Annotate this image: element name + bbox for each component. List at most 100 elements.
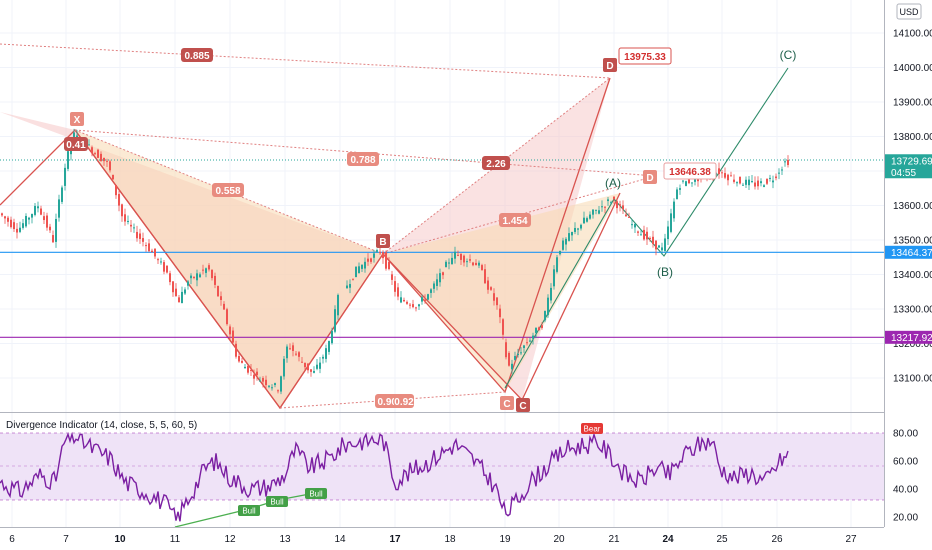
- candle-body: [346, 285, 348, 289]
- candle-body: [673, 201, 675, 219]
- svg-text:USD: USD: [899, 7, 919, 17]
- candle-body: [337, 294, 339, 316]
- time-tick-label: 12: [224, 534, 236, 545]
- ratio-label: 0.885: [181, 48, 213, 62]
- candle-body: [685, 181, 687, 186]
- candle-body: [211, 269, 213, 279]
- candle-body: [607, 199, 609, 202]
- time-tick-label: 13: [279, 534, 291, 545]
- candle-body: [274, 383, 276, 386]
- candle-body: [43, 216, 45, 221]
- svg-text:X: X: [74, 115, 81, 126]
- candle-body: [106, 160, 108, 162]
- candle-body: [784, 161, 786, 163]
- candle-body: [772, 180, 774, 183]
- candle-body: [19, 227, 21, 232]
- candle-body: [130, 224, 132, 227]
- candle-body: [505, 342, 507, 358]
- svg-text:B: B: [379, 237, 386, 248]
- time-tick-label: 10: [114, 534, 126, 545]
- candle-body: [775, 176, 777, 179]
- candle-body: [766, 178, 768, 184]
- candle-body: [778, 172, 780, 174]
- candle-body: [541, 325, 543, 328]
- candle-body: [4, 216, 6, 219]
- candle-body: [577, 228, 579, 230]
- candle-body: [235, 343, 237, 357]
- candle-body: [334, 309, 336, 332]
- currency-button[interactable]: USD: [896, 3, 922, 20]
- indicator-tick-label: 40.00: [893, 485, 918, 496]
- candle-body: [457, 254, 459, 256]
- candle-body: [679, 188, 681, 190]
- candle-body: [787, 159, 789, 166]
- point-label-d2: D: [643, 170, 657, 184]
- candle-body: [358, 266, 360, 273]
- svg-text:0.885: 0.885: [184, 51, 209, 62]
- point-label-b: B: [376, 234, 390, 248]
- candle-body: [493, 293, 495, 301]
- xb-dotted: [74, 129, 384, 255]
- candle-body: [727, 174, 729, 181]
- candle-body: [514, 356, 516, 360]
- candle-body: [391, 274, 393, 280]
- candle-body: [721, 172, 723, 174]
- candle-body: [421, 297, 423, 302]
- divergence-indicator: Bull Bull Bull Bear Divergence Indicator (1…: [0, 420, 884, 528]
- candle-body: [256, 371, 258, 376]
- price-tick-label: 13200.00: [893, 339, 932, 350]
- price-tick-label: 14000.00: [893, 63, 932, 74]
- candle-body: [409, 304, 411, 306]
- point-label-x: X: [70, 112, 84, 126]
- price-label-d2: 13646.38: [663, 162, 717, 180]
- indicator-tick-label: 80.00: [893, 429, 918, 440]
- svg-text:D: D: [606, 61, 613, 72]
- candle-body: [187, 281, 189, 286]
- time-tick-label: 26: [771, 534, 783, 545]
- candle-body: [439, 273, 441, 283]
- candle-body: [88, 144, 90, 146]
- candle-body: [523, 345, 525, 349]
- candle-body: [667, 226, 669, 240]
- candle-body: [751, 181, 753, 183]
- candle-body: [250, 369, 252, 371]
- candle-body: [154, 248, 156, 257]
- candle-body: [415, 307, 417, 309]
- candle-body: [478, 262, 480, 266]
- ratio-label: 0.41: [64, 137, 88, 151]
- indicator-line: [0, 431, 789, 522]
- candle-body: [244, 366, 246, 369]
- candle-body: [655, 240, 657, 250]
- price-tick-label: 14100.00: [893, 29, 932, 40]
- candle-body: [718, 168, 720, 175]
- candle-body: [382, 252, 384, 259]
- candle-body: [292, 345, 294, 351]
- pattern-xab-fill2: [75, 130, 383, 408]
- candle-body: [217, 286, 219, 297]
- candle-body: [433, 283, 435, 289]
- point-label-c2: C: [516, 398, 530, 412]
- candle-body: [586, 218, 588, 222]
- candle-body: [34, 205, 36, 215]
- candle-body: [664, 238, 666, 251]
- candle-body: [259, 380, 261, 382]
- abc-wave-lines: [504, 67, 789, 389]
- candle-body: [466, 261, 468, 263]
- horizontal-levels: [0, 251, 884, 338]
- pattern-bcd-fill2: [383, 193, 620, 392]
- candle-body: [583, 217, 585, 224]
- candle-body: [61, 187, 63, 202]
- ratio-label: 0.92: [394, 394, 414, 408]
- candle-body: [385, 252, 387, 269]
- candle-body: [199, 274, 201, 278]
- candle-body: [262, 377, 264, 382]
- time-axis[interactable]: 6 7 10 11 12 13 14 17 18 19 20 21 24 25 26 27: [9, 534, 857, 545]
- indicator-tick-label: 60.00: [893, 457, 918, 468]
- candles: [1, 128, 789, 395]
- candle-body: [142, 238, 144, 242]
- price-tick-label: 13500.00: [893, 236, 932, 247]
- candle-body: [241, 360, 243, 363]
